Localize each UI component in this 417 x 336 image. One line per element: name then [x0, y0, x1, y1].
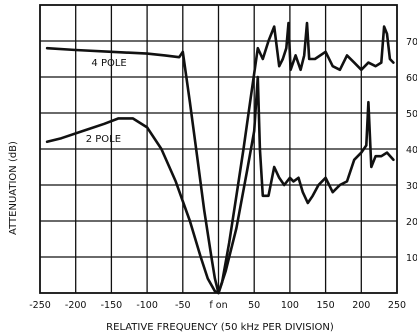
curve-annotations: 4 POLE 2 POLE	[86, 58, 127, 145]
x-tick-labels: -250 -200 -150 -100 -50 f on 50 100 150 200 250	[29, 300, 406, 311]
x-tick-label: -200	[65, 300, 87, 311]
series-line-2	[45, 75, 395, 295]
y-tick-labels: 10 20 30 40 50 60 70	[406, 37, 417, 264]
curve-annotation: 2 POLE	[86, 134, 121, 145]
x-tick-label: 100	[281, 300, 299, 311]
x-tick-label: 250	[388, 300, 406, 311]
series-line-1	[45, 21, 395, 295]
x-tick-label: -250	[29, 300, 51, 311]
y-tick-label: 60	[406, 73, 417, 84]
series-layer	[45, 21, 395, 295]
y-tick-label: 20	[406, 217, 417, 228]
x-tick-label: -100	[136, 300, 158, 311]
y-tick-label: 30	[406, 181, 417, 192]
y-tick-label: 70	[406, 37, 417, 48]
x-tick-label: -50	[175, 300, 191, 311]
y-tick-label: 50	[406, 109, 417, 120]
y-tick-label: 10	[406, 253, 417, 264]
y-tick-label: 40	[406, 145, 417, 156]
chart-grid	[40, 5, 397, 293]
x-axis-label: RELATIVE FREQUENCY (50 kHz PER DIVISION)	[106, 322, 334, 333]
x-tick-label: 150	[317, 300, 335, 311]
x-tick-label: -150	[101, 300, 123, 311]
x-tick-label: 50	[248, 300, 260, 311]
x-tick-label: f on	[209, 300, 227, 311]
x-tick-label: 200	[352, 300, 370, 311]
y-axis-label: ATTENUATION (dB)	[8, 141, 19, 235]
curve-annotation: 4 POLE	[91, 58, 126, 69]
